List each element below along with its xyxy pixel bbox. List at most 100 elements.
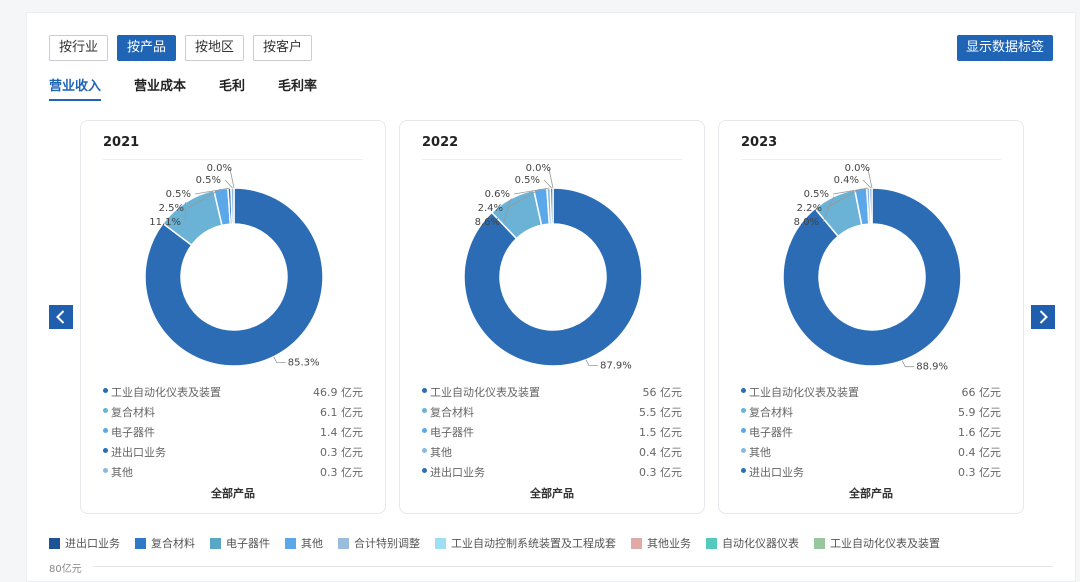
bottom-legend-item[interactable]: 合计特别调整: [338, 535, 420, 551]
slice-label: 0.5%: [804, 189, 829, 200]
legend-value: 0.4 亿元: [958, 444, 1001, 460]
label-leader: [544, 180, 552, 188]
label-leader: [225, 180, 232, 188]
bottom-legend-item[interactable]: 电子器件: [210, 535, 270, 551]
bottom-legend-label: 进出口业务: [65, 535, 120, 551]
bottom-legend-label: 自动化仪器仪表: [722, 535, 799, 551]
card-divider: [103, 159, 363, 160]
legend-dot: [741, 428, 746, 433]
legend-value-unit: 亿元: [341, 386, 363, 399]
slice-label: 0.5%: [196, 175, 221, 186]
legend-name: 其他: [749, 444, 771, 460]
legend-value: 6.1 亿元: [320, 404, 363, 420]
prev-arrow-button[interactable]: [49, 305, 73, 329]
bottom-legend-item[interactable]: 其他: [285, 535, 323, 551]
legend-value-number: 0.3: [639, 466, 657, 479]
legend-value-unit: 亿元: [341, 406, 363, 419]
slice-label: 88.9%: [916, 362, 948, 371]
card-footer: 全部产品: [400, 485, 704, 501]
legend-dot: [422, 468, 427, 473]
donut-slice[interactable]: [231, 188, 234, 224]
tab-revenue[interactable]: 营业收入: [49, 75, 101, 101]
card-year: 2023: [741, 135, 777, 150]
card-divider: [741, 159, 1001, 160]
filter-by-customer-button[interactable]: 按客户: [253, 35, 312, 61]
legend-dot: [741, 408, 746, 413]
card-footer: 全部产品: [719, 485, 1023, 501]
filter-by-industry-button[interactable]: 按行业: [49, 35, 108, 61]
legend-name: 工业自动化仪表及装置: [111, 384, 221, 400]
card-year: 2021: [103, 135, 139, 150]
legend-row[interactable]: 其他 0.4 亿元: [741, 441, 1001, 461]
legend-name: 复合材料: [749, 404, 793, 420]
legend-dot: [103, 388, 108, 393]
bottom-legend-label: 工业自动化仪表及装置: [830, 535, 940, 551]
donut-chart: 87.9%8.6%2.4%0.6%0.5%0.0%: [400, 161, 706, 371]
axis-gridline: [93, 566, 1053, 567]
metric-tabs: 营业收入 营业成本 毛利 毛利率: [49, 75, 317, 101]
legend-dot: [103, 428, 108, 433]
legend-value: 1.4 亿元: [320, 424, 363, 440]
legend-value-number: 5.5: [639, 406, 657, 419]
legend-value-unit: 亿元: [341, 446, 363, 459]
next-arrow-button[interactable]: [1031, 305, 1055, 329]
bottom-legend-item[interactable]: 工业自动控制系统装置及工程成套: [435, 535, 616, 551]
bottom-legend-item[interactable]: 进出口业务: [49, 535, 120, 551]
chevron-right-icon: [1031, 305, 1055, 329]
legend-dot: [422, 388, 427, 393]
tab-gross-profit[interactable]: 毛利: [219, 75, 245, 101]
slice-label: 0.5%: [515, 175, 540, 186]
donut-slice[interactable]: [870, 188, 872, 224]
legend-name: 进出口业务: [749, 464, 804, 480]
bottom-legend-label: 复合材料: [151, 535, 195, 551]
slice-label: 0.0%: [207, 163, 232, 174]
tab-cost[interactable]: 营业成本: [134, 75, 186, 101]
legend-value-unit: 亿元: [979, 446, 1001, 459]
bottom-legend-item[interactable]: 自动化仪器仪表: [706, 535, 799, 551]
tab-gross-margin[interactable]: 毛利率: [278, 75, 317, 101]
show-data-labels-button[interactable]: 显示数据标签: [957, 35, 1053, 61]
slice-label: 0.4%: [834, 175, 859, 186]
legend-value-unit: 亿元: [660, 406, 682, 419]
label-leader: [863, 180, 871, 188]
legend-row[interactable]: 复合材料 5.9 亿元: [741, 401, 1001, 421]
legend-value: 5.9 亿元: [958, 404, 1001, 420]
legend-value-unit: 亿元: [660, 466, 682, 479]
legend-dot: [422, 408, 427, 413]
card-divider: [422, 159, 682, 160]
legend-swatch: [435, 538, 446, 549]
bottom-legend-item[interactable]: 其他业务: [631, 535, 691, 551]
slice-label: 85.3%: [288, 358, 320, 369]
legend-value-number: 0.3: [320, 466, 338, 479]
legend-swatch: [49, 538, 60, 549]
bottom-legend-item[interactable]: 工业自动化仪表及装置: [814, 535, 940, 551]
legend-value: 1.5 亿元: [639, 424, 682, 440]
legend-value: 56 亿元: [643, 384, 683, 400]
filter-by-region-button[interactable]: 按地区: [185, 35, 244, 61]
legend-dot: [103, 448, 108, 453]
card-footer: 全部产品: [81, 485, 385, 501]
legend-value-unit: 亿元: [979, 466, 1001, 479]
legend-swatch: [135, 538, 146, 549]
filter-by-product-button[interactable]: 按产品: [117, 35, 176, 61]
bottom-legend-item[interactable]: 复合材料: [135, 535, 195, 551]
donut-slice[interactable]: [550, 188, 553, 224]
donut-chart: 88.9%8.0%2.2%0.5%0.4%0.0%: [719, 161, 1025, 371]
